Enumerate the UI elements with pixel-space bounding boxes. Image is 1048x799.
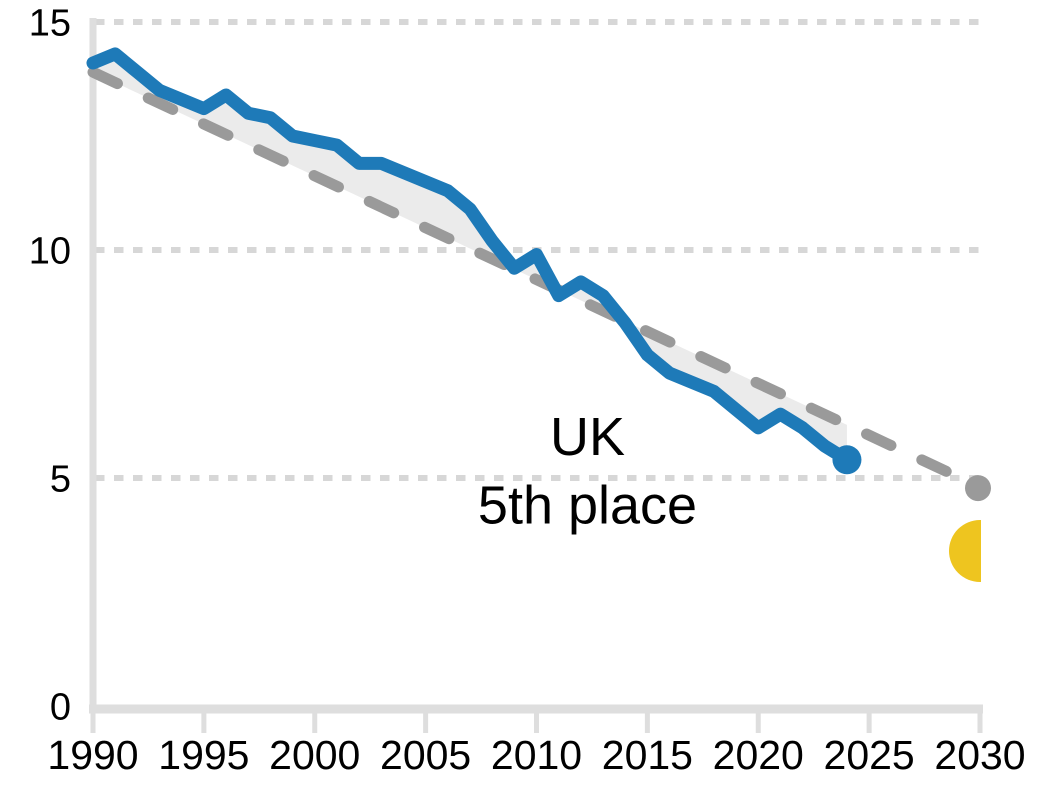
markers-layer [949,519,981,582]
target-marker-group [949,519,981,582]
axes [89,18,983,733]
uk-line-end-dot [832,445,862,475]
x-tick-label-2010: 2010 [491,732,582,778]
uk-line [86,47,854,467]
annotation-rank-label: 5th place [478,476,697,536]
tick-labels-layer: 1990 1995 2000 2005 2010 2015 2020 2025 2030 0 5 10… [29,3,1026,779]
y-tick-label-5: 5 [50,459,71,501]
y-tick-label-0: 0 [50,687,71,729]
gap-band-layer [93,53,847,460]
gap-band [93,53,847,460]
x-tick-label-1990: 1990 [47,732,138,778]
x-tick-label-1995: 1995 [158,732,249,778]
x-tick-label-2025: 2025 [824,732,915,778]
x-tick-label-2030: 2030 [934,732,1025,778]
x-tick-label-2005: 2005 [380,732,471,778]
x-tick-label-2015: 2015 [602,732,693,778]
trend-end-dot [965,475,991,502]
target-marker [949,519,981,582]
y-tick-label-10: 10 [29,231,71,273]
x-tick-label-2000: 2000 [269,732,360,778]
x-tick-label-2020: 2020 [713,732,804,778]
trend-dashed-line [87,66,986,493]
y-tick-label-15: 15 [29,3,71,45]
series-layer [86,47,991,502]
annotation-country-label: UK [550,407,625,467]
